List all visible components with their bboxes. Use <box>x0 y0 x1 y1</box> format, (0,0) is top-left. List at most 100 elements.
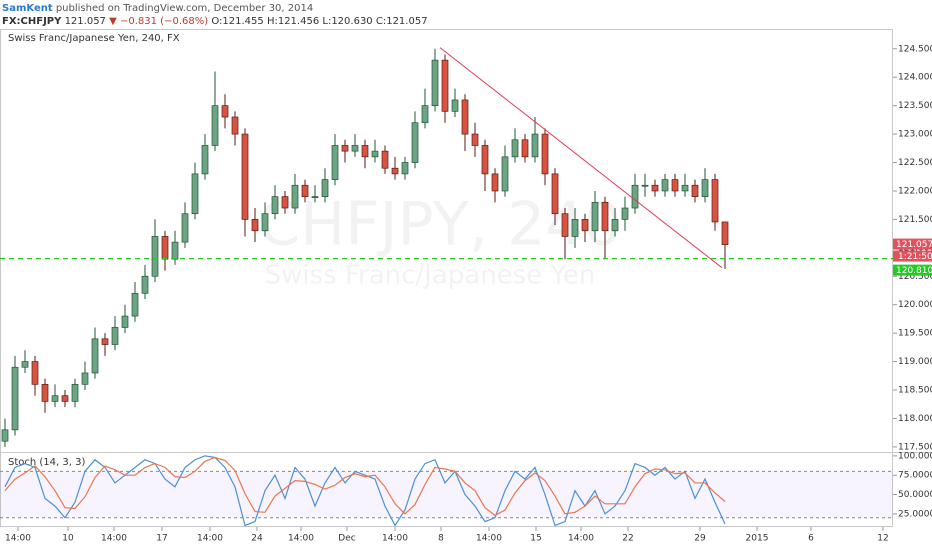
candle-body <box>411 122 419 163</box>
candle-body <box>41 383 49 402</box>
price: 121.057 <box>65 16 106 27</box>
candle-body <box>141 275 149 294</box>
trendline <box>439 47 723 269</box>
candle-body <box>101 338 109 345</box>
candle-body <box>621 207 629 220</box>
candle-body <box>551 173 559 215</box>
candle-body <box>571 219 579 237</box>
change: −0.831 (−0.68%) <box>120 16 208 27</box>
candle-body <box>311 196 319 198</box>
y-tick-label: 123.000 <box>898 130 932 140</box>
candle-body <box>351 145 359 152</box>
candle-body <box>381 150 389 169</box>
stoch-line <box>4 456 726 517</box>
candle-body <box>501 156 509 192</box>
candle-body <box>371 150 379 158</box>
y-tick-label: 124.000 <box>898 73 932 83</box>
indicator-title: Stoch (14, 3, 3) <box>8 457 85 468</box>
candle-body <box>81 372 89 385</box>
candle-body <box>151 236 159 277</box>
x-tick-label: 22 <box>622 534 633 544</box>
candle-body <box>111 327 119 345</box>
candle-body <box>71 383 79 402</box>
candle-body <box>161 236 169 260</box>
author[interactable]: SamKent <box>2 3 53 14</box>
y-tick-label: 118.000 <box>898 414 932 424</box>
y-tick-label: 25.0000 <box>898 509 932 519</box>
x-tick-label: 15 <box>530 534 541 544</box>
candle-body <box>301 184 309 197</box>
y-tick-label: 118.500 <box>898 386 932 396</box>
candle-body <box>1 429 9 442</box>
candle-body <box>281 196 289 209</box>
y-tick-label: 117.500 <box>898 442 932 452</box>
candle-body <box>651 184 659 192</box>
y-tick-label: 120.500 <box>898 272 932 282</box>
ohlc: H:121.456 <box>267 16 319 27</box>
candle-body <box>461 99 469 135</box>
candle-body <box>661 179 669 192</box>
candle-body <box>291 184 299 209</box>
y-tick-label: 124.500 <box>898 44 932 54</box>
x-tick-label: 10 <box>62 534 74 544</box>
candle-body <box>211 105 219 146</box>
x-tick-label: 12 <box>877 534 888 544</box>
candle-body <box>531 133 539 158</box>
x-tick-label: 24 <box>251 534 263 544</box>
x-tick-label: 2015 <box>746 534 769 544</box>
candle-body <box>131 292 139 317</box>
x-tick-label: 14:00 <box>197 534 223 544</box>
candle-body <box>491 173 499 192</box>
candle-body <box>631 184 639 209</box>
x-tick-label: 6 <box>808 534 814 544</box>
countdown-box <box>893 250 932 262</box>
candle-body <box>231 116 239 135</box>
candle-body <box>271 196 279 215</box>
candle-body <box>451 99 459 112</box>
last-price-label: 121.057 <box>896 240 932 250</box>
candle-body <box>481 145 489 175</box>
y-tick-label: 50.0000 <box>898 490 932 500</box>
x-tick-label: 14:00 <box>288 534 314 544</box>
candle-body <box>391 167 399 175</box>
y-tick-label: 123.500 <box>898 101 932 111</box>
candle-body <box>711 179 719 223</box>
candle-body <box>121 315 129 328</box>
y-tick-label: 121.500 <box>898 215 932 225</box>
candle-body <box>31 361 39 385</box>
candle-body <box>51 395 59 402</box>
band-fill <box>0 471 893 518</box>
candle-body <box>361 145 369 158</box>
y-tick-label: 75.0000 <box>898 471 932 481</box>
candle-body <box>511 139 519 158</box>
x-tick-label: 14:00 <box>382 534 408 544</box>
candle-body <box>561 213 569 237</box>
x-tick-label: 14:00 <box>5 534 31 544</box>
y-tick-label: 119.500 <box>898 329 932 339</box>
publish-line: SamKent published on TradingView.com, De… <box>2 3 313 14</box>
candle-body <box>421 105 429 124</box>
y-tick-label: 119.000 <box>898 357 932 367</box>
candle-body <box>191 173 199 215</box>
candle-body <box>321 179 329 197</box>
x-tick-label: 8 <box>438 534 444 544</box>
candle-body <box>671 179 679 192</box>
candle-body <box>541 133 549 175</box>
candle-body <box>581 219 589 232</box>
candle-body <box>61 395 69 402</box>
published: published on TradingView.com, December 3… <box>56 3 313 14</box>
pane-title: Swiss Franc/Japanese Yen, 240, FX <box>8 33 180 44</box>
x-tick-label: Dec <box>338 534 355 544</box>
candle-body <box>601 201 609 232</box>
symbol: FX:CHFJPY <box>2 16 62 27</box>
candle-body <box>201 145 209 175</box>
candle-body <box>181 213 189 243</box>
candle-body <box>91 338 99 374</box>
candle-body <box>341 145 349 152</box>
candle-body <box>21 361 29 368</box>
candle-body <box>401 162 409 175</box>
ohlc: C:121.057 <box>376 16 428 27</box>
candle-body <box>641 184 649 187</box>
ohlc: O:121.455 <box>211 16 263 27</box>
